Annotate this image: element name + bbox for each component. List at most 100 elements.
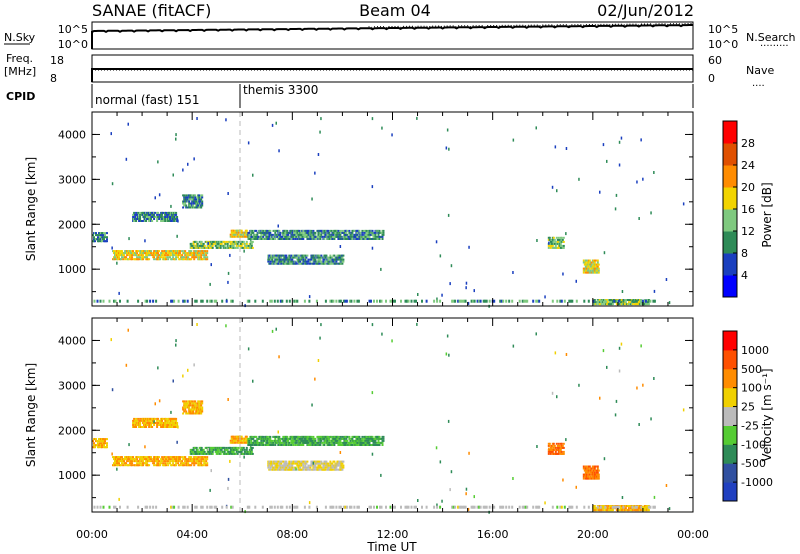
echo-cell <box>158 456 161 459</box>
echo-cell <box>339 299 342 303</box>
echo-cell <box>210 263 212 267</box>
echo-cell <box>197 410 200 413</box>
echo-cell <box>367 439 370 442</box>
echo-cell <box>190 456 193 459</box>
echo-cell <box>285 466 288 469</box>
colorbar-tick-label: 24 <box>741 159 755 172</box>
echo-cell <box>294 299 297 303</box>
echo-cell <box>271 123 274 127</box>
echo-cell <box>524 505 527 509</box>
echo-cell <box>201 408 204 411</box>
echo-cell <box>622 299 625 303</box>
echo-cell <box>195 299 198 303</box>
echo-cell <box>404 505 407 509</box>
echo-cell <box>204 250 207 253</box>
echo-cell <box>301 437 304 440</box>
echo-cell <box>211 244 214 247</box>
echo-cell <box>294 437 297 440</box>
echo-cell <box>154 196 156 200</box>
echo-cell <box>463 299 466 303</box>
echo-cell <box>144 445 146 449</box>
echo-cell <box>119 458 121 461</box>
echo-cell <box>165 464 168 467</box>
echo-cell <box>307 235 310 238</box>
echo-cell <box>160 216 163 218</box>
echo-cell <box>269 505 272 509</box>
echo-cell <box>374 444 377 446</box>
echo-cell <box>295 233 298 236</box>
echo-cell <box>374 439 377 442</box>
echo-cell <box>103 444 105 447</box>
echo-cell <box>193 408 196 411</box>
echo-cell <box>198 246 201 249</box>
echo-cell <box>250 448 253 451</box>
echo-cell <box>121 458 123 461</box>
echo-cell <box>145 426 148 428</box>
echo-cell <box>279 464 282 467</box>
echo-cell <box>611 299 614 303</box>
echo-cell <box>135 211 138 214</box>
echo-cell <box>248 437 251 440</box>
echo-cell <box>202 258 205 261</box>
echo-cell <box>621 290 624 293</box>
echo-cell <box>359 231 362 234</box>
echo-cell <box>299 260 302 263</box>
echo-cell <box>329 460 332 463</box>
echo-cell <box>229 451 232 454</box>
echo-cell <box>340 258 343 261</box>
echo-cell <box>339 229 342 232</box>
echo-cell <box>317 233 320 236</box>
echo-cell <box>188 406 191 409</box>
echo-cell <box>314 171 316 175</box>
echo-cell <box>381 444 384 446</box>
echo-cell <box>204 256 207 259</box>
echo-cell <box>167 464 170 467</box>
echo-cell <box>248 439 251 442</box>
echo-cell <box>441 499 443 503</box>
echo-cell <box>198 254 201 257</box>
echo-cell <box>560 244 563 247</box>
echo-cell <box>164 460 167 463</box>
echo-cell <box>156 213 159 216</box>
echo-cell <box>320 466 323 469</box>
echo-cell <box>199 406 202 409</box>
echo-cell <box>653 495 656 499</box>
echo-cell <box>245 446 248 449</box>
echo-cell <box>164 216 167 218</box>
echo-cell <box>138 258 141 261</box>
echo-cell <box>121 254 123 257</box>
echo-cell <box>407 299 410 303</box>
echo-cell <box>166 256 169 259</box>
echo-cell <box>374 235 377 238</box>
echo-cell <box>294 505 297 509</box>
echo-cell <box>250 443 252 447</box>
echo-cell <box>406 299 408 303</box>
echo-cell <box>329 258 332 261</box>
echo-cell <box>98 240 100 243</box>
echo-cell <box>301 231 304 234</box>
echo-cell <box>133 211 136 214</box>
echo-cell <box>262 444 265 446</box>
echo-cell <box>227 477 230 481</box>
echo-cell <box>333 460 336 463</box>
echo-cell <box>451 505 454 509</box>
echo-cell <box>302 238 305 240</box>
echo-cell <box>274 468 277 471</box>
echo-cell <box>582 477 585 480</box>
echo-cell <box>171 258 174 261</box>
echo-cell <box>131 464 134 467</box>
echo-cell <box>450 264 453 268</box>
echo-cell <box>555 236 558 239</box>
echo-cell <box>182 299 185 303</box>
echo-cell <box>190 250 193 253</box>
echo-cell <box>250 233 253 236</box>
echo-cell <box>368 437 371 440</box>
echo-cell <box>271 329 274 333</box>
echo-cell <box>373 299 375 303</box>
echo-cell <box>327 260 330 263</box>
echo-cell <box>364 444 367 446</box>
colorbar-tick-label: 25 <box>741 401 755 414</box>
echo-cell <box>281 235 284 238</box>
echo-cell <box>553 444 556 447</box>
echo-cell <box>295 235 298 238</box>
